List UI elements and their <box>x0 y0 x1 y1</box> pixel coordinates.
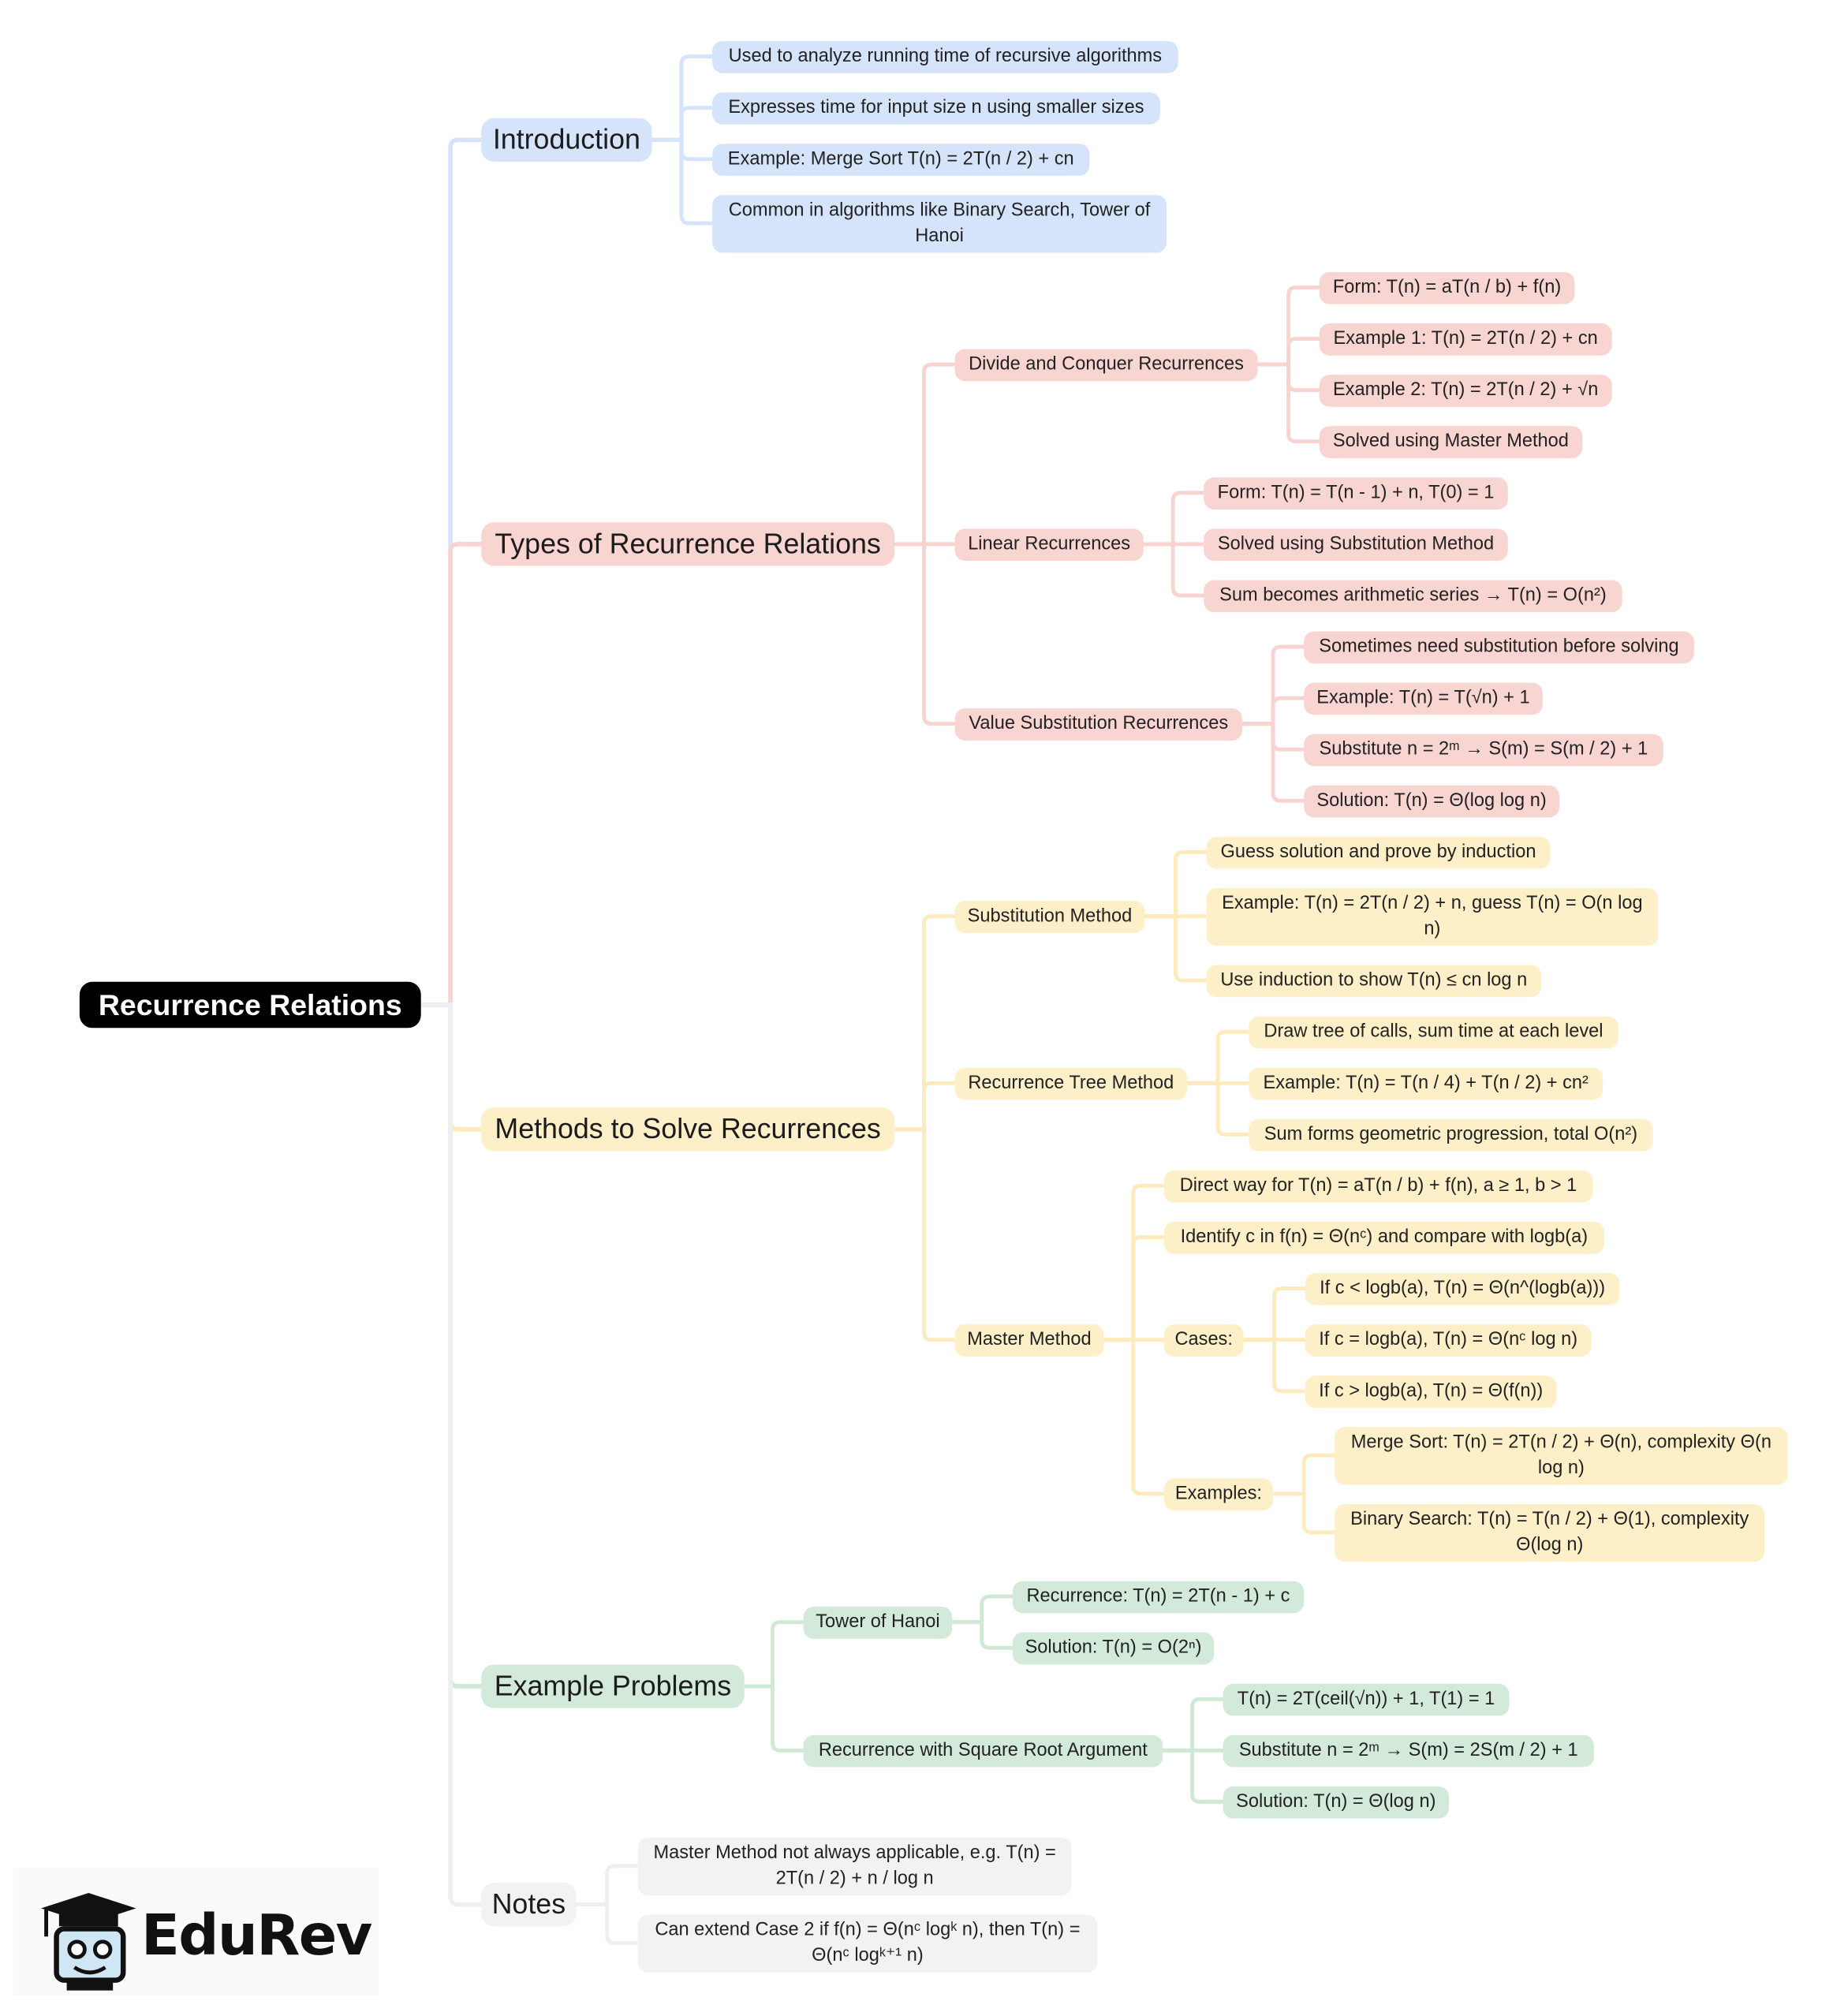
connector-line <box>894 362 955 547</box>
connector-line <box>1103 1338 1164 1496</box>
node-common-in-algorithms-like-binary-search-[interactable]: Common in algorithms like Binary Search,… <box>712 194 1167 252</box>
node-solution-t-n-log-n[interactable]: Solution: T(n) = Θ(log n) <box>1223 1786 1449 1818</box>
connector-line <box>1143 542 1204 598</box>
node-recurrence-tree-method[interactable]: Recurrence Tree Method <box>954 1066 1188 1099</box>
connector-line <box>1242 696 1305 726</box>
connector-line <box>1103 1235 1164 1342</box>
node-t-n-2t-ceil-n-1-t-1-1[interactable]: T(n) = 2T(ceil(√n)) + 1, T(1) = 1 <box>1223 1682 1510 1715</box>
root-node[interactable]: Recurrence Relations <box>79 981 421 1028</box>
branch-node-example-problems[interactable]: Example Problems <box>481 1664 745 1708</box>
node-tower-of-hanoi[interactable]: Tower of Hanoi <box>803 1606 953 1638</box>
connector-line <box>1187 1081 1249 1137</box>
node-recurrence-t-n-2t-n-1-c[interactable]: Recurrence: T(n) = 2T(n - 1) + c <box>1012 1580 1305 1613</box>
connector-line <box>1273 1453 1335 1496</box>
node-master-method[interactable]: Master Method <box>954 1323 1104 1357</box>
node-example-t-n-t-n-4-t-n-2-cn[interactable]: Example: T(n) = T(n / 4) + T(n / 2) + cn… <box>1249 1066 1603 1099</box>
node-form-t-n-at-n-b-f-n[interactable]: Form: T(n) = aT(n / b) + f(n) <box>1319 271 1575 304</box>
node-if-c-logb-a-t-n-f-n[interactable]: If c > logb(a), T(n) = Θ(f(n)) <box>1305 1375 1557 1408</box>
node-master-method-not-always-applicable-e-g-[interactable]: Master Method not always applicable, e.g… <box>637 1837 1072 1895</box>
node-example-t-n-t-n-1[interactable]: Example: T(n) = T(√n) + 1 <box>1304 681 1543 715</box>
connector-line <box>651 106 713 142</box>
node-sometimes-need-substitution-before-solvi[interactable]: Sometimes need substitution before solvi… <box>1304 630 1694 663</box>
connector-line <box>420 1002 482 1907</box>
connector-line <box>952 1620 1013 1650</box>
node-merge-sort-t-n-2t-n-2-n-complexity-n-log[interactable]: Merge Sort: T(n) = 2T(n / 2) + Θ(n), com… <box>1335 1426 1788 1484</box>
node-example-t-n-2t-n-2-n-guess-t-n-o-n-log-n[interactable]: Example: T(n) = 2T(n / 2) + n, guess T(n… <box>1206 887 1659 946</box>
connector-line <box>651 54 713 142</box>
node-value-substitution-recurrences[interactable]: Value Substitution Recurrences <box>954 707 1243 741</box>
connector-line <box>1257 362 1320 444</box>
graduation-cap-mascot-icon <box>41 1892 136 1991</box>
node-used-to-analyze-running-time-of-recursiv[interactable]: Used to analyze running time of recursiv… <box>712 40 1178 73</box>
connector-line <box>420 542 482 1007</box>
node-sum-forms-geometric-progression-total-o-[interactable]: Sum forms geometric progression, total O… <box>1249 1118 1653 1151</box>
connector-line <box>1143 491 1204 547</box>
node-solution-t-n-log-log-n[interactable]: Solution: T(n) = Θ(log log n) <box>1304 784 1559 817</box>
connector-line <box>1257 286 1320 367</box>
connector-line <box>1103 1183 1164 1342</box>
connector-line <box>1243 1338 1305 1394</box>
connector-line <box>576 1864 638 1907</box>
connector-line <box>1163 1697 1223 1753</box>
connector-line <box>894 914 955 1132</box>
connector-line <box>1242 644 1305 726</box>
node-if-c-logb-a-t-n-n-logb-a[interactable]: If c < logb(a), T(n) = Θ(n^(logb(a))) <box>1305 1272 1620 1305</box>
connector-line <box>1144 914 1207 983</box>
connector-line <box>1257 337 1320 367</box>
node-use-induction-to-show-t-n-cn-log-n[interactable]: Use induction to show T(n) ≤ cn log n <box>1206 964 1542 997</box>
connector-line <box>576 1902 638 1945</box>
connector-line <box>952 1594 1013 1625</box>
connector-line <box>420 137 482 1007</box>
node-linear-recurrences[interactable]: Linear Recurrences <box>954 528 1144 561</box>
connector-line <box>1243 1286 1305 1342</box>
node-solution-t-n-o-2[interactable]: Solution: T(n) = O(2ⁿ) <box>1012 1631 1215 1664</box>
edurev-logo: EduRev <box>13 1867 379 1996</box>
node-form-t-n-t-n-1-n-t-0-1[interactable]: Form: T(n) = T(n - 1) + n, T(0) = 1 <box>1204 476 1508 510</box>
node-example-merge-sort-t-n-2t-n-2-cn[interactable]: Example: Merge Sort T(n) = 2T(n / 2) + c… <box>712 143 1090 176</box>
node-direct-way-for-t-n-at-n-b-f-n-a-1-b-1[interactable]: Direct way for T(n) = aT(n / b) + f(n), … <box>1163 1170 1593 1202</box>
node-example-2-t-n-2t-n-2-n[interactable]: Example 2: T(n) = 2T(n / 2) + √n <box>1319 374 1612 406</box>
node-draw-tree-of-calls-sum-time-at-each-leve[interactable]: Draw tree of calls, sum time at each lev… <box>1249 1015 1618 1048</box>
node-examples[interactable]: Examples: <box>1163 1477 1274 1510</box>
node-substitute-n-2-s-m-s-m-2-1[interactable]: Substitute n = 2ᵐ → S(m) = S(m / 2) + 1 <box>1304 733 1663 766</box>
connector-line <box>1273 1491 1335 1535</box>
node-identify-c-in-f-n-n-and-compare-with-log[interactable]: Identify c in f(n) = Θ(nᶜ) and compare w… <box>1163 1221 1604 1253</box>
node-expresses-time-for-input-size-n-using-sm[interactable]: Expresses time for input size n using sm… <box>712 91 1160 125</box>
branch-node-methods-to-solve-recurrences[interactable]: Methods to Solve Recurrences <box>481 1107 895 1152</box>
node-example-1-t-n-2t-n-2-cn[interactable]: Example 1: T(n) = 2T(n / 2) + cn <box>1319 323 1612 355</box>
node-substitute-n-2-s-m-2s-m-2-1[interactable]: Substitute n = 2ᵐ → S(m) = 2S(m / 2) + 1 <box>1223 1734 1594 1767</box>
connector-line <box>894 542 955 726</box>
node-substitution-method[interactable]: Substitution Method <box>954 900 1145 933</box>
node-binary-search-t-n-t-n-2-1-complexity-log[interactable]: Binary Search: T(n) = T(n / 2) + Θ(1), c… <box>1335 1503 1765 1562</box>
connector-line <box>1242 722 1305 803</box>
node-divide-and-conquer-recurrences[interactable]: Divide and Conquer Recurrences <box>954 348 1258 381</box>
node-sum-becomes-arithmetic-series-t-n-o-n[interactable]: Sum becomes arithmetic series → T(n) = O… <box>1204 579 1622 612</box>
branch-node-introduction[interactable]: Introduction <box>481 118 652 162</box>
connector-line <box>1187 1029 1249 1085</box>
connector-line <box>1144 849 1207 919</box>
connector-line <box>744 1620 804 1689</box>
connector-line <box>894 1081 955 1132</box>
connector-line <box>1163 1748 1223 1804</box>
connector-line <box>744 1684 804 1753</box>
node-solved-using-master-method[interactable]: Solved using Master Method <box>1319 425 1583 458</box>
node-solved-using-substitution-method[interactable]: Solved using Substitution Method <box>1204 528 1508 561</box>
node-cases[interactable]: Cases: <box>1163 1323 1244 1357</box>
node-guess-solution-and-prove-by-induction[interactable]: Guess solution and prove by induction <box>1206 836 1551 868</box>
node-can-extend-case-2-if-f-n-n-log-n-then-t-[interactable]: Can extend Case 2 if f(n) = Θ(nᶜ logᵏ n)… <box>637 1913 1098 1973</box>
branch-node-types-of-recurrence-relations[interactable]: Types of Recurrence Relations <box>481 522 895 566</box>
node-if-c-logb-a-t-n-n-log-n[interactable]: If c = logb(a), T(n) = Θ(nᶜ log n) <box>1305 1323 1592 1357</box>
connector-line <box>894 1127 955 1342</box>
node-recurrence-with-square-root-argument[interactable]: Recurrence with Square Root Argument <box>803 1734 1163 1767</box>
branch-node-notes[interactable]: Notes <box>481 1882 577 1927</box>
logo-text: EduRev <box>140 1902 372 1969</box>
connector-line <box>651 137 713 226</box>
